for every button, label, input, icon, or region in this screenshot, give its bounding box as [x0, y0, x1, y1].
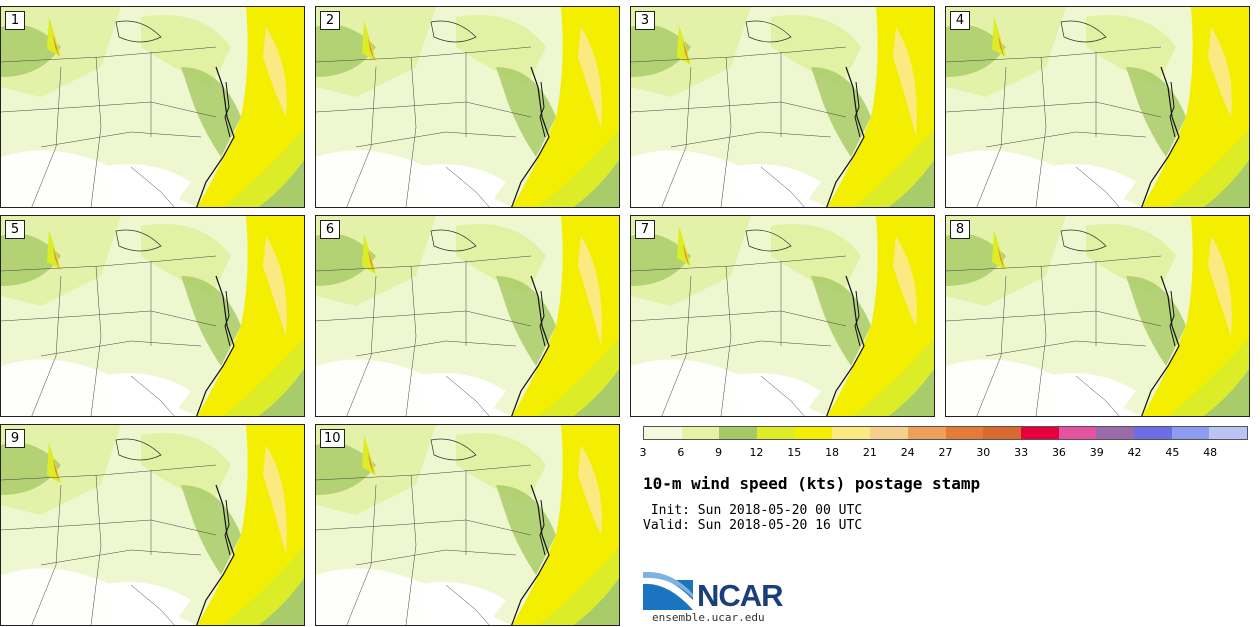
colorbar [643, 426, 1248, 440]
colorbar-swatch [681, 427, 720, 439]
ensemble-member-panel: 6 [315, 215, 620, 417]
member-number-label: 5 [5, 220, 25, 239]
member-number-label: 9 [5, 429, 25, 448]
wind-speed-map [1, 425, 304, 625]
ensemble-member-panel: 10 [315, 424, 620, 626]
colorbar-swatch [870, 427, 908, 439]
colorbar-swatch [757, 427, 795, 439]
wind-speed-map [1, 7, 304, 207]
ensemble-member-panel: 9 [0, 424, 305, 626]
site-url: ensemble.ucar.edu [652, 611, 765, 624]
ensemble-member-panel: 8 [945, 215, 1250, 417]
colorbar-swatch [1096, 427, 1134, 439]
colorbar-swatch [1209, 427, 1247, 439]
member-number-label: 8 [950, 220, 970, 239]
colorbar-tick-label: 9 [715, 446, 723, 459]
colorbar-tick-label: 24 [900, 446, 915, 459]
colorbar-swatch [832, 427, 871, 439]
colorbar-tick-label: 30 [976, 446, 991, 459]
valid-time: Valid: Sun 2018-05-20 16 UTC [643, 518, 863, 533]
colorbar-tick-label: 48 [1203, 446, 1218, 459]
colorbar-swatch [644, 427, 682, 439]
colorbar-swatch [1058, 427, 1097, 439]
ncar-logo-text: NCAR [697, 578, 784, 613]
colorbar-swatch [907, 427, 946, 439]
ncar-logo-icon [643, 571, 693, 610]
ensemble-member-panel: 2 [315, 6, 620, 208]
member-number-label: 2 [320, 11, 340, 30]
chart-title: 10-m wind speed (kts) postage stamp [643, 474, 981, 493]
wind-speed-map [631, 216, 934, 416]
wind-speed-map [316, 425, 619, 625]
colorbar-tick-label: 21 [862, 446, 877, 459]
wind-speed-map [316, 7, 619, 207]
ensemble-member-panel: 5 [0, 215, 305, 417]
wind-speed-map [946, 216, 1249, 416]
colorbar-tick-label: 36 [1051, 446, 1066, 459]
colorbar-tick-label: 12 [749, 446, 764, 459]
colorbar-swatch [1171, 427, 1210, 439]
colorbar-tick-label: 39 [1089, 446, 1104, 459]
wind-speed-map [1, 216, 304, 416]
member-number-label: 7 [635, 220, 655, 239]
wind-speed-map [631, 7, 934, 207]
member-number-label: 4 [950, 11, 970, 30]
init-time: Init: Sun 2018-05-20 00 UTC [643, 503, 863, 518]
colorbar-tick-label: 3 [639, 446, 647, 459]
colorbar-swatch [983, 427, 1021, 439]
colorbar-swatch [794, 427, 833, 439]
colorbar-tick-label: 18 [825, 446, 840, 459]
colorbar-tick-label: 45 [1165, 446, 1180, 459]
colorbar-swatch [1020, 427, 1059, 439]
member-number-label: 6 [320, 220, 340, 239]
ensemble-member-panel: 4 [945, 6, 1250, 208]
member-number-label: 3 [635, 11, 655, 30]
ensemble-member-panel: 3 [630, 6, 935, 208]
colorbar-tick-label: 15 [787, 446, 802, 459]
colorbar-swatch [1133, 427, 1172, 439]
member-number-label: 10 [320, 429, 345, 448]
ensemble-member-panel: 7 [630, 215, 935, 417]
colorbar-tick-label: 27 [938, 446, 953, 459]
wind-speed-map [946, 7, 1249, 207]
colorbar-tick-label: 33 [1014, 446, 1029, 459]
ensemble-member-panel: 1 [0, 6, 305, 208]
member-number-label: 1 [5, 11, 25, 30]
colorbar-tick-label: 42 [1127, 446, 1142, 459]
colorbar-tick-label: 6 [677, 446, 685, 459]
colorbar-swatch [719, 427, 758, 439]
colorbar-swatch [945, 427, 984, 439]
wind-speed-map [316, 216, 619, 416]
